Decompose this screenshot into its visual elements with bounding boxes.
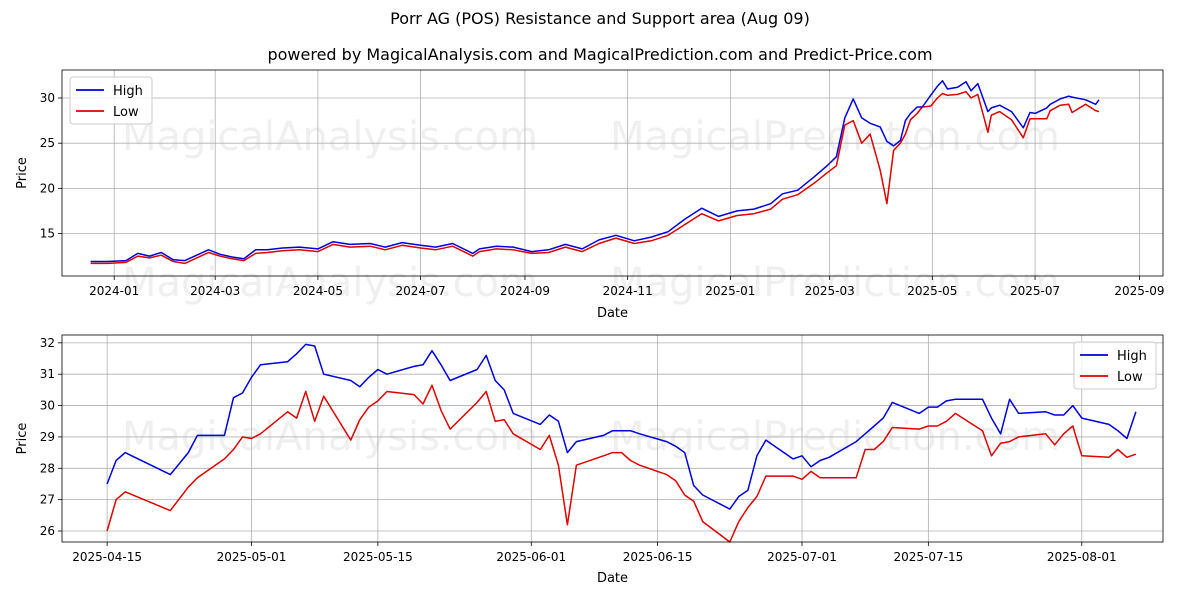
- x-tick-label: 2024-01: [89, 284, 139, 298]
- x-tick-label: 2025-05: [907, 284, 957, 298]
- x-tick-label: 2024-11: [603, 284, 653, 298]
- y-tick-label: 32: [40, 336, 55, 350]
- y-tick-label: 31: [40, 367, 55, 381]
- x-tick-label: 2025-05-01: [217, 550, 287, 564]
- plot-frame: [61, 334, 1164, 543]
- y-tick-label: 26: [40, 524, 55, 538]
- series-line-low: [90, 90, 1100, 265]
- legend-box: [69, 76, 153, 125]
- x-axis-label: Date: [597, 571, 628, 586]
- x-axis-label: Date: [597, 306, 628, 321]
- x-tick-label: 2025-07-15: [893, 550, 963, 564]
- y-axis-label: Price: [15, 423, 30, 455]
- series-line-high: [106, 343, 1137, 510]
- legend: High Low: [1073, 341, 1157, 390]
- watermark-text: MagicalAnalysis.com: [122, 114, 538, 160]
- x-tick-label: 2025-03: [805, 284, 855, 298]
- x-tick-label: 2024-07: [396, 284, 446, 298]
- y-tick-label: 20: [40, 181, 55, 195]
- x-tick-label: 2025-05-15: [343, 550, 413, 564]
- y-tick-label: 25: [40, 136, 55, 150]
- y-tick-label: 15: [40, 227, 55, 241]
- x-tick-label: 2025-08-01: [1047, 550, 1117, 564]
- y-tick-label: 29: [40, 430, 55, 444]
- x-tick-label: 2025-01: [705, 284, 755, 298]
- legend-label-high: High: [113, 84, 143, 99]
- x-tick-label: 2024-03: [190, 284, 240, 298]
- watermark-text: MagicalPrediction.com: [610, 260, 1060, 306]
- legend-label-low: Low: [113, 105, 139, 120]
- x-tick-label: 2025-07: [1010, 284, 1060, 298]
- legend-label-high: High: [1117, 349, 1147, 364]
- x-tick-label: 2025-09: [1114, 284, 1164, 298]
- x-tick-label: 2024-09: [500, 284, 550, 298]
- y-tick-label: 27: [40, 493, 55, 507]
- chart-title: Porr AG (POS) Resistance and Support are…: [390, 9, 810, 28]
- y-tick-label: 28: [40, 461, 55, 475]
- x-tick-label: 2025-04-15: [72, 550, 142, 564]
- plot-frame: [61, 69, 1164, 277]
- y-tick-label: 30: [40, 399, 55, 413]
- y-tick-label: 30: [40, 91, 55, 105]
- legend-box: [1073, 341, 1157, 390]
- watermark-text: MagicalAnalysis.com: [122, 260, 538, 306]
- legend-label-low: Low: [1117, 370, 1143, 385]
- series-line-low: [106, 384, 1137, 543]
- legend: High Low: [69, 76, 153, 125]
- series-line-high: [90, 80, 1100, 263]
- chart-subtitle: powered by MagicalAnalysis.com and Magic…: [267, 45, 933, 64]
- x-tick-label: 2025-07-01: [767, 550, 837, 564]
- y-axis-label: Price: [15, 157, 30, 189]
- x-tick-label: 2024-05: [293, 284, 343, 298]
- x-tick-label: 2025-06-01: [496, 550, 566, 564]
- x-tick-label: 2025-06-15: [623, 550, 693, 564]
